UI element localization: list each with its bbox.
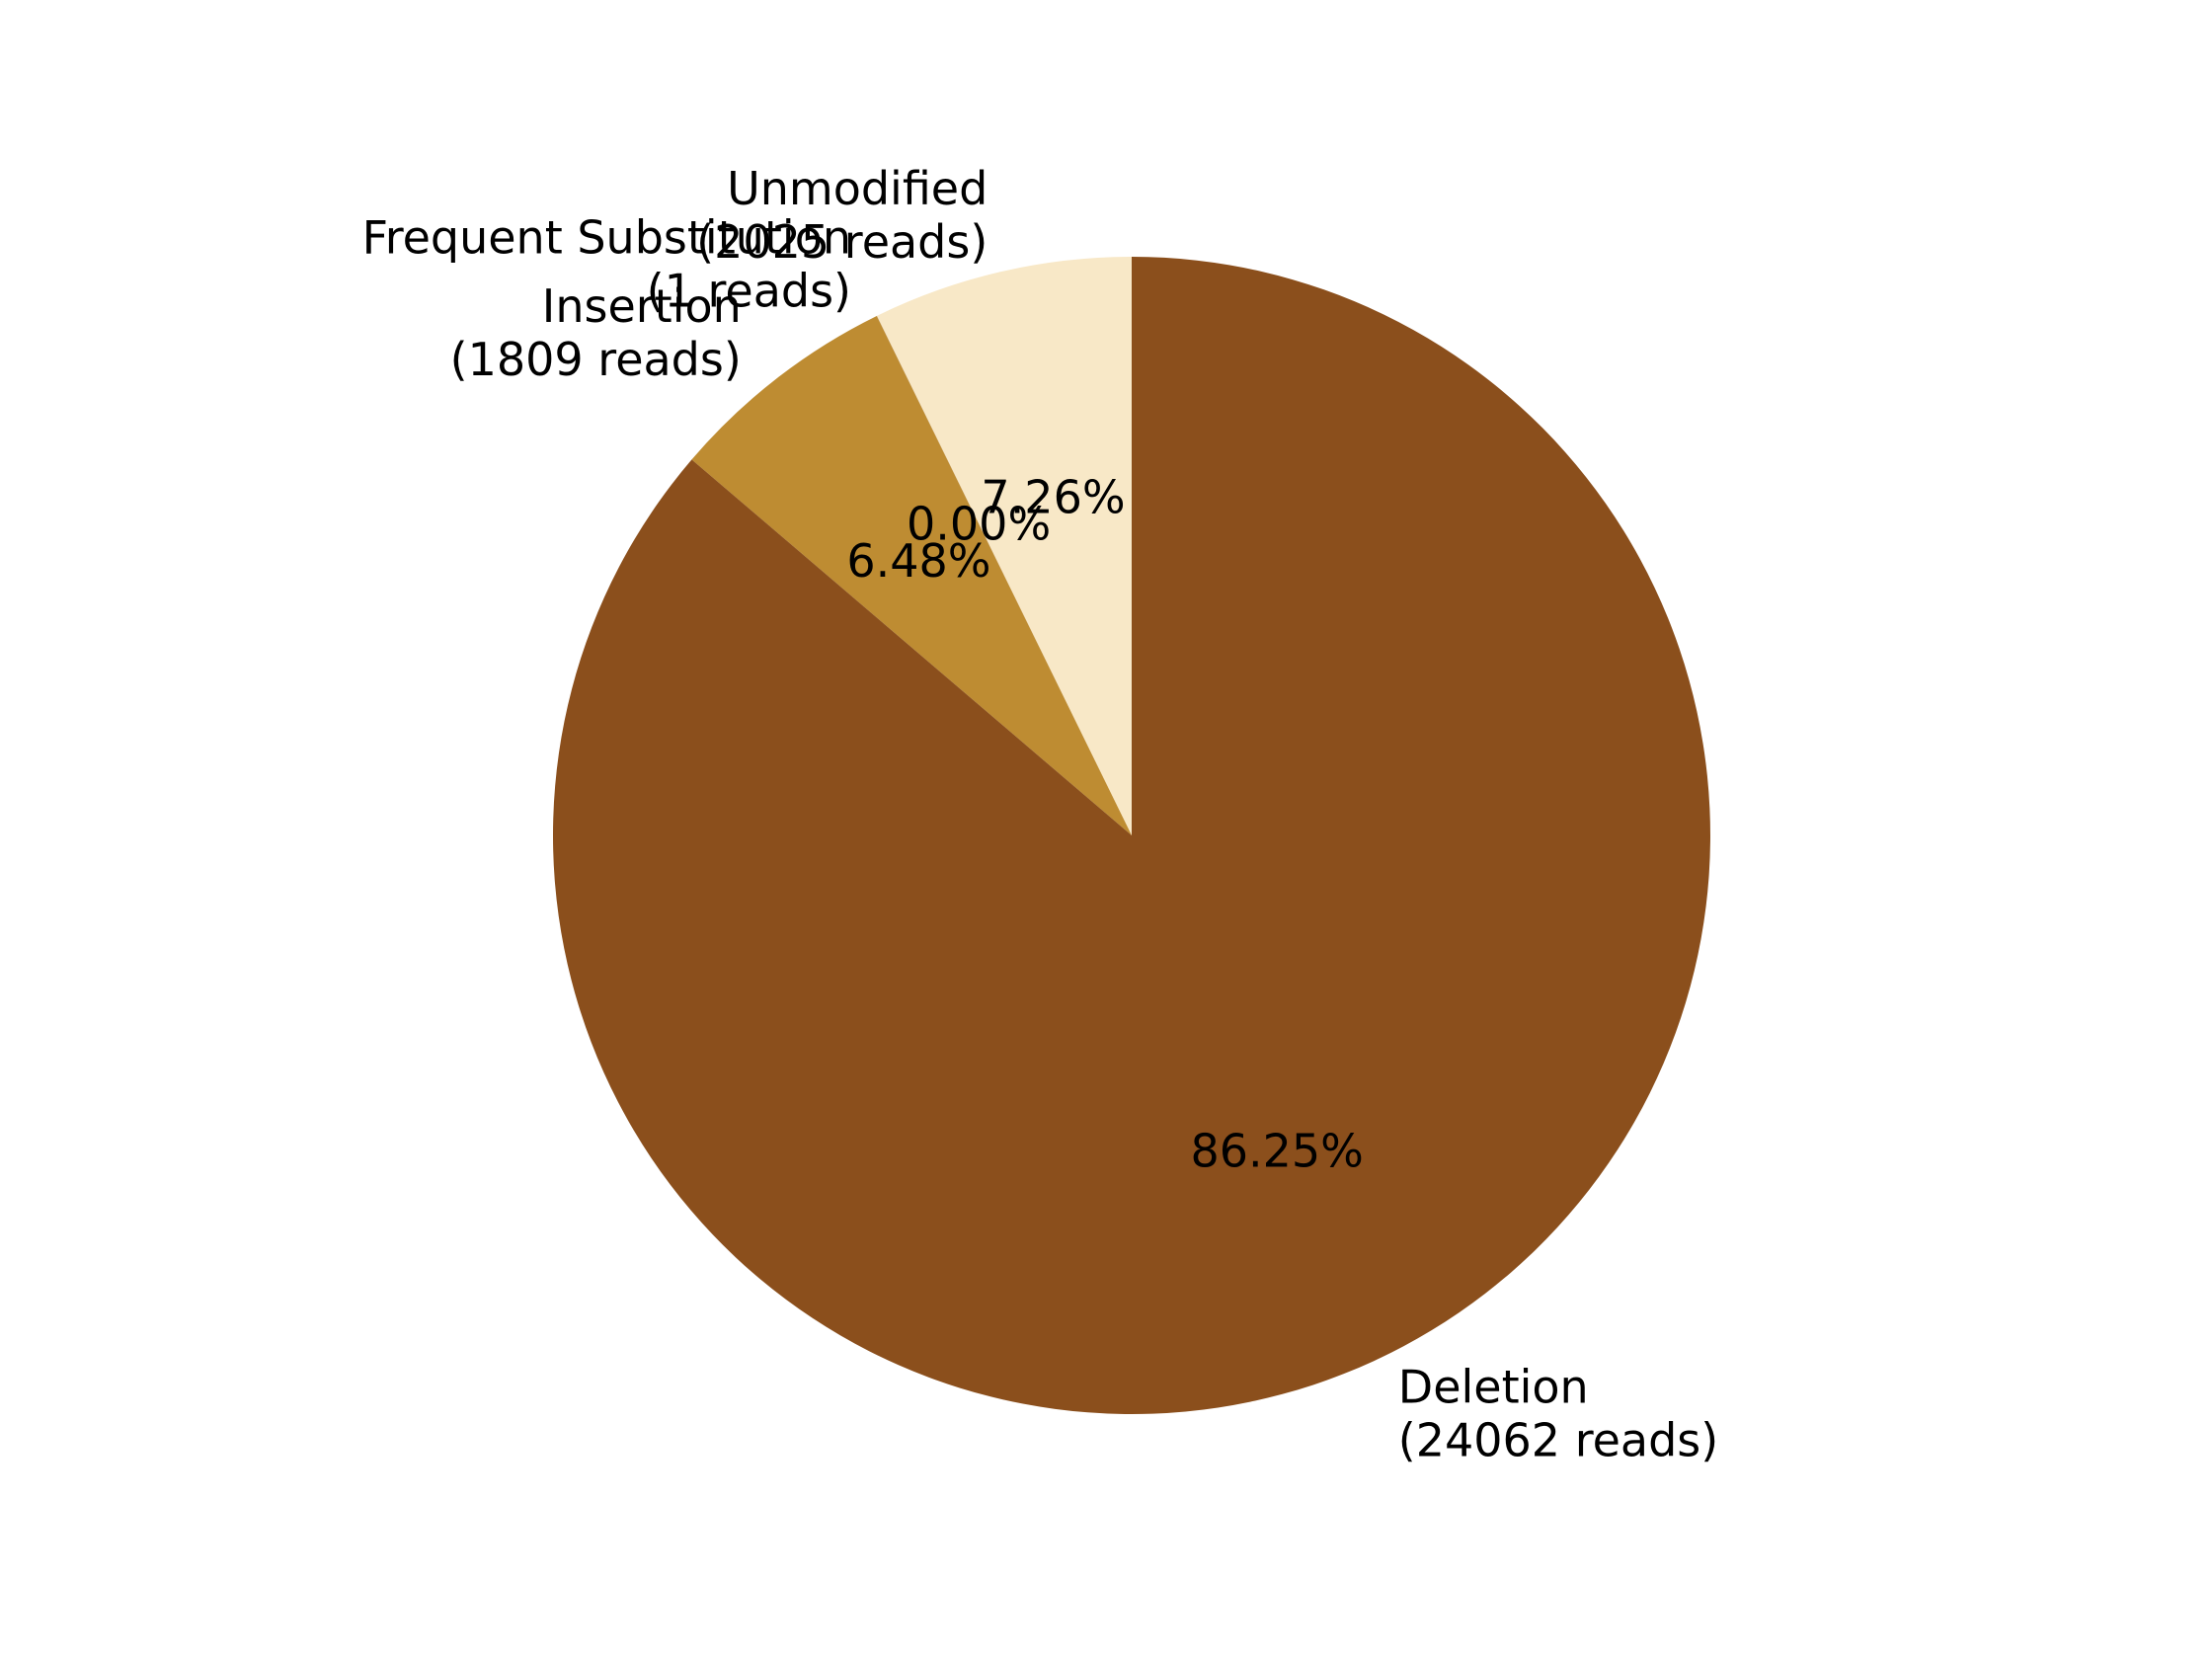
pie-slice-deletion [552, 257, 1710, 1414]
pie-labels: Unmodified (2025 reads) 7.26% Frequent Subs… [362, 162, 1719, 1466]
pie-slice-insertion [691, 315, 1132, 836]
pie-slices [552, 257, 1710, 1414]
slice-label-frequent-substitution: Frequent Substitution (1 reads) [362, 210, 851, 317]
percent-label-unmodified: 7.26% [981, 471, 1125, 524]
pie-slice-frequent-substitution [876, 315, 1132, 835]
slice-label-insertion: Insertion (1809 reads) [450, 279, 742, 386]
percent-label-insertion: 6.48% [846, 534, 990, 588]
slice-label-insertion-line: (1809 reads) [450, 333, 742, 386]
pie-slice-unmodified [876, 257, 1132, 835]
percent-label-insertion-line: 6.48% [846, 534, 990, 588]
slice-label-unmodified: Unmodified (2025 reads) [696, 162, 988, 269]
percent-label-deletion-line: 86.25% [1190, 1124, 1363, 1177]
percent-label-frequent-substitution: 0.00% [907, 497, 1051, 550]
slice-label-unmodified-line: (2025 reads) [696, 215, 988, 269]
percent-label-unmodified-line: 7.26% [981, 471, 1125, 524]
slice-label-deletion-line: (24062 reads) [1398, 1413, 1718, 1466]
slice-label-frequent-substitution-line: (1 reads) [647, 264, 851, 317]
slice-label-unmodified-line: Unmodified [727, 162, 988, 215]
percent-label-frequent-substitution-line: 0.00% [907, 497, 1051, 550]
slice-label-frequent-substitution-line: Frequent Substitution [362, 210, 851, 264]
slice-label-deletion-line: Deletion [1398, 1360, 1589, 1413]
percent-label-deletion: 86.25% [1190, 1124, 1363, 1177]
slice-label-deletion: Deletion (24062 reads) [1398, 1360, 1718, 1466]
slice-label-insertion-line: Insertion [542, 279, 742, 333]
